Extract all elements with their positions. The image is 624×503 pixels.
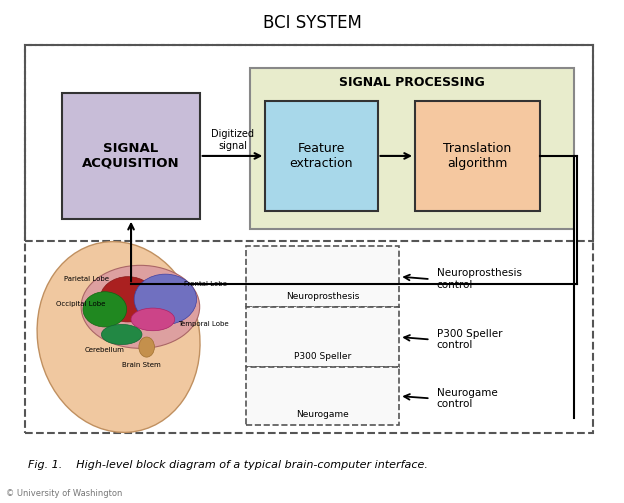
FancyBboxPatch shape: [250, 68, 574, 229]
FancyBboxPatch shape: [246, 367, 399, 425]
Text: Parietal Lobe: Parietal Lobe: [64, 276, 109, 282]
Text: Temporal Lobe: Temporal Lobe: [178, 321, 228, 327]
Text: Fig. 1.    High-level block diagram of a typical brain-computer interface.: Fig. 1. High-level block diagram of a ty…: [28, 460, 428, 470]
FancyBboxPatch shape: [246, 246, 399, 307]
Text: Digitized
signal: Digitized signal: [211, 129, 254, 151]
FancyBboxPatch shape: [25, 45, 593, 433]
Ellipse shape: [100, 277, 156, 322]
Ellipse shape: [134, 274, 197, 324]
Ellipse shape: [101, 324, 142, 345]
Text: SIGNAL
ACQUISITION: SIGNAL ACQUISITION: [82, 142, 180, 170]
Text: Feature
extraction: Feature extraction: [290, 142, 353, 170]
Text: Occipital Lobe: Occipital Lobe: [56, 301, 105, 307]
Text: Brain Stem: Brain Stem: [122, 362, 160, 368]
FancyBboxPatch shape: [246, 307, 399, 367]
Text: Translation
algorithm: Translation algorithm: [443, 142, 512, 170]
FancyBboxPatch shape: [415, 101, 540, 211]
Text: Cerebellum: Cerebellum: [84, 347, 124, 353]
FancyBboxPatch shape: [62, 93, 200, 219]
Text: SIGNAL PROCESSING: SIGNAL PROCESSING: [339, 76, 485, 90]
Text: © University of Washington: © University of Washington: [6, 489, 122, 498]
Text: BCI SYSTEM: BCI SYSTEM: [263, 14, 361, 32]
Text: Neuroprosthesis
control: Neuroprosthesis control: [437, 269, 522, 290]
Text: Neurogame: Neurogame: [296, 410, 349, 419]
Ellipse shape: [81, 266, 200, 348]
Text: Neurogame
control: Neurogame control: [437, 388, 497, 409]
Text: Frontal Lobe: Frontal Lobe: [184, 281, 227, 287]
Ellipse shape: [83, 292, 127, 327]
FancyBboxPatch shape: [265, 101, 378, 211]
Text: P300 Speller
control: P300 Speller control: [437, 329, 502, 350]
Text: Neuroprosthesis: Neuroprosthesis: [286, 292, 359, 301]
Ellipse shape: [37, 241, 200, 433]
Text: P300 Speller: P300 Speller: [295, 352, 351, 361]
Ellipse shape: [131, 308, 175, 331]
Ellipse shape: [139, 337, 155, 357]
